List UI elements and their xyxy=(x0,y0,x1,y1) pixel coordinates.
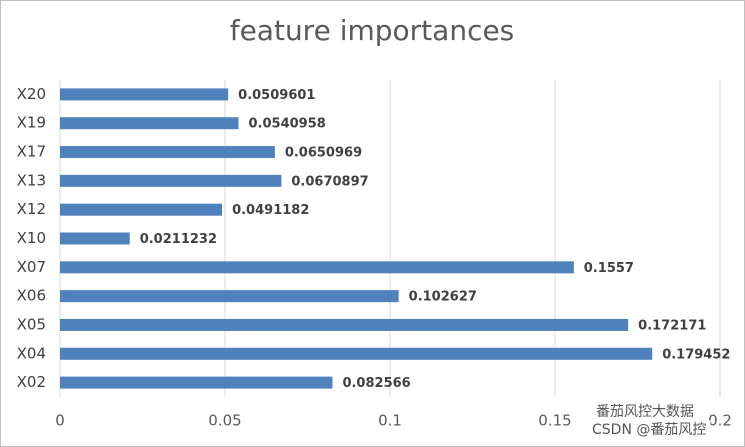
x-tick-label: 0.15 xyxy=(538,412,571,430)
watermark-bg xyxy=(588,420,711,439)
y-tick-label: X19 xyxy=(17,114,46,132)
y-tick-label: X17 xyxy=(17,143,46,161)
y-tick-label: X12 xyxy=(17,200,46,218)
value-label: 0.082566 xyxy=(342,376,410,391)
bar xyxy=(60,376,333,389)
value-label: 0.0211232 xyxy=(140,232,217,247)
watermark-bg xyxy=(592,402,698,421)
y-tick-label: X02 xyxy=(17,373,46,391)
y-tick-label: X10 xyxy=(17,229,46,247)
y-tick-label: X04 xyxy=(17,344,46,362)
bar xyxy=(60,232,130,245)
y-tick-label: X05 xyxy=(17,315,46,333)
watermark: CSDN @番茄风控 xyxy=(592,421,706,438)
bar xyxy=(60,146,275,159)
value-label: 0.0491182 xyxy=(232,203,309,218)
value-label: 0.1557 xyxy=(584,261,634,276)
value-label: 0.102627 xyxy=(409,290,477,305)
watermark: 番茄风控大数据 xyxy=(596,403,694,420)
bar xyxy=(60,117,239,130)
y-tick-label: X20 xyxy=(17,85,46,103)
bar xyxy=(60,318,629,331)
y-tick-label: X07 xyxy=(17,258,46,276)
y-tick-label: X13 xyxy=(17,171,46,189)
bar xyxy=(60,290,399,303)
bar xyxy=(60,203,223,216)
value-label: 0.0540958 xyxy=(249,117,326,132)
value-label: 0.179452 xyxy=(662,347,730,362)
x-tick-label: 0.1 xyxy=(378,412,402,430)
x-tick-label: 0.2 xyxy=(708,412,732,430)
x-tick-label: 0.05 xyxy=(208,412,241,430)
value-label: 0.172171 xyxy=(638,318,706,333)
y-tick-label: X06 xyxy=(17,287,46,305)
bar xyxy=(60,347,653,360)
x-tick-label: 0 xyxy=(55,412,65,430)
bar xyxy=(60,261,574,274)
bar xyxy=(60,88,229,101)
chart-title: feature importances xyxy=(230,14,515,47)
value-label: 0.0509601 xyxy=(238,88,315,103)
value-label: 0.0670897 xyxy=(291,174,368,189)
value-label: 0.0650969 xyxy=(285,146,362,161)
bar xyxy=(60,174,282,187)
